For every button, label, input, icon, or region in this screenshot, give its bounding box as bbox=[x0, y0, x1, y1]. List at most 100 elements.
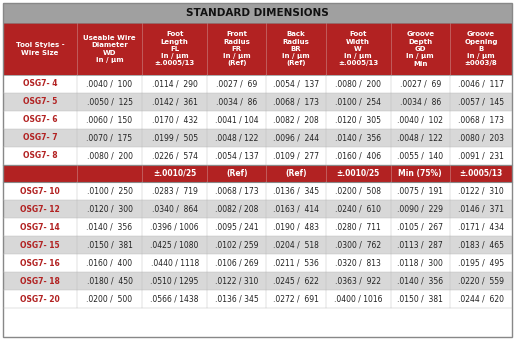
Bar bbox=[266, 147, 325, 165]
Text: .0050 /  125: .0050 / 125 bbox=[87, 98, 132, 106]
Bar bbox=[3, 200, 77, 218]
Text: .0566 / 1438: .0566 / 1438 bbox=[150, 294, 199, 304]
Text: .0220 /  559: .0220 / 559 bbox=[458, 276, 504, 286]
Text: Foot
Length
FL
In / μm
±.0005/13: Foot Length FL In / μm ±.0005/13 bbox=[154, 32, 195, 67]
Text: .0272 /  691: .0272 / 691 bbox=[273, 294, 319, 304]
Text: .0090 /  229: .0090 / 229 bbox=[397, 204, 443, 214]
Text: .0082 / 208: .0082 / 208 bbox=[215, 204, 259, 214]
Bar bbox=[3, 111, 77, 129]
Text: .0113 /  287: .0113 / 287 bbox=[398, 240, 443, 250]
Bar bbox=[325, 93, 391, 111]
Text: .0170 /  432: .0170 / 432 bbox=[151, 116, 198, 124]
Bar bbox=[391, 200, 450, 218]
Text: .0245 /  622: .0245 / 622 bbox=[273, 276, 319, 286]
Bar bbox=[207, 254, 266, 272]
Text: .0060 /  150: .0060 / 150 bbox=[87, 116, 132, 124]
Bar bbox=[77, 272, 142, 290]
Text: .0142 /  361: .0142 / 361 bbox=[152, 98, 198, 106]
Bar bbox=[3, 254, 77, 272]
Bar bbox=[3, 182, 77, 200]
Bar bbox=[391, 147, 450, 165]
Bar bbox=[142, 165, 207, 182]
Bar bbox=[3, 23, 77, 75]
Bar bbox=[391, 290, 450, 308]
Bar bbox=[77, 254, 142, 272]
Text: .0057 /  145: .0057 / 145 bbox=[458, 98, 504, 106]
Bar bbox=[142, 200, 207, 218]
Text: .0040 /  100: .0040 / 100 bbox=[87, 80, 132, 88]
Bar bbox=[450, 93, 512, 111]
Text: .0082 /  208: .0082 / 208 bbox=[273, 116, 319, 124]
Text: .0068 /  173: .0068 / 173 bbox=[458, 116, 504, 124]
Bar bbox=[391, 218, 450, 236]
Bar bbox=[77, 236, 142, 254]
Bar bbox=[391, 236, 450, 254]
Bar bbox=[142, 290, 207, 308]
Text: .0102 / 259: .0102 / 259 bbox=[215, 240, 259, 250]
Bar bbox=[391, 254, 450, 272]
Bar bbox=[325, 182, 391, 200]
Text: .0510 / 1295: .0510 / 1295 bbox=[150, 276, 199, 286]
Text: .0100 /  254: .0100 / 254 bbox=[335, 98, 381, 106]
Bar bbox=[325, 111, 391, 129]
Bar bbox=[3, 75, 77, 93]
Bar bbox=[3, 3, 512, 23]
Text: OSG7- 5: OSG7- 5 bbox=[23, 98, 57, 106]
Bar bbox=[77, 200, 142, 218]
Bar bbox=[207, 75, 266, 93]
Bar bbox=[142, 93, 207, 111]
Bar bbox=[77, 182, 142, 200]
Bar bbox=[266, 93, 325, 111]
Text: Groove
Opening
B
in / μm
±0003/8: Groove Opening B in / μm ±0003/8 bbox=[464, 32, 497, 67]
Bar bbox=[142, 254, 207, 272]
Bar bbox=[266, 129, 325, 147]
Text: .0226 /  574: .0226 / 574 bbox=[151, 152, 198, 160]
Bar bbox=[450, 236, 512, 254]
Text: (Ref): (Ref) bbox=[226, 169, 248, 178]
Text: Useable Wire
Diameter
WD
in / μm: Useable Wire Diameter WD in / μm bbox=[83, 35, 136, 63]
Bar bbox=[77, 290, 142, 308]
Bar bbox=[207, 290, 266, 308]
Text: .0114 /  290: .0114 / 290 bbox=[152, 80, 198, 88]
Text: .0095 / 241: .0095 / 241 bbox=[215, 222, 259, 232]
Bar bbox=[450, 272, 512, 290]
Bar bbox=[266, 23, 325, 75]
Text: .0160 /  406: .0160 / 406 bbox=[335, 152, 381, 160]
Bar bbox=[450, 147, 512, 165]
Bar bbox=[77, 111, 142, 129]
Text: .0122 / 310: .0122 / 310 bbox=[215, 276, 259, 286]
Text: .0183 /  465: .0183 / 465 bbox=[458, 240, 504, 250]
Bar bbox=[450, 254, 512, 272]
Bar bbox=[207, 147, 266, 165]
Bar bbox=[142, 111, 207, 129]
Bar bbox=[266, 290, 325, 308]
Text: .0204 /  518: .0204 / 518 bbox=[273, 240, 319, 250]
Bar bbox=[77, 165, 142, 182]
Bar bbox=[207, 93, 266, 111]
Text: .0040 /  102: .0040 / 102 bbox=[397, 116, 443, 124]
Bar bbox=[142, 236, 207, 254]
Bar bbox=[207, 272, 266, 290]
Text: .0180 /  450: .0180 / 450 bbox=[87, 276, 132, 286]
Bar bbox=[450, 129, 512, 147]
Bar bbox=[3, 290, 77, 308]
Bar bbox=[77, 147, 142, 165]
Bar bbox=[3, 147, 77, 165]
Text: Back
Radius
BR
in / μm
(Ref): Back Radius BR in / μm (Ref) bbox=[282, 32, 310, 67]
Text: .0068 / 173: .0068 / 173 bbox=[215, 187, 259, 196]
Text: .0396 / 1006: .0396 / 1006 bbox=[150, 222, 199, 232]
Text: .0080 /  203: .0080 / 203 bbox=[458, 134, 504, 142]
Text: .0034 /  86: .0034 / 86 bbox=[400, 98, 441, 106]
Bar bbox=[207, 165, 266, 182]
Text: .0140 /  356: .0140 / 356 bbox=[335, 134, 381, 142]
Bar bbox=[266, 272, 325, 290]
Text: .0283 /  719: .0283 / 719 bbox=[152, 187, 198, 196]
Bar bbox=[450, 111, 512, 129]
Bar bbox=[450, 200, 512, 218]
Bar bbox=[391, 23, 450, 75]
Text: .0106 / 269: .0106 / 269 bbox=[215, 258, 259, 268]
Text: .0068 /  173: .0068 / 173 bbox=[273, 98, 319, 106]
Bar bbox=[142, 147, 207, 165]
Text: .0171 /  434: .0171 / 434 bbox=[458, 222, 504, 232]
Bar bbox=[266, 165, 325, 182]
